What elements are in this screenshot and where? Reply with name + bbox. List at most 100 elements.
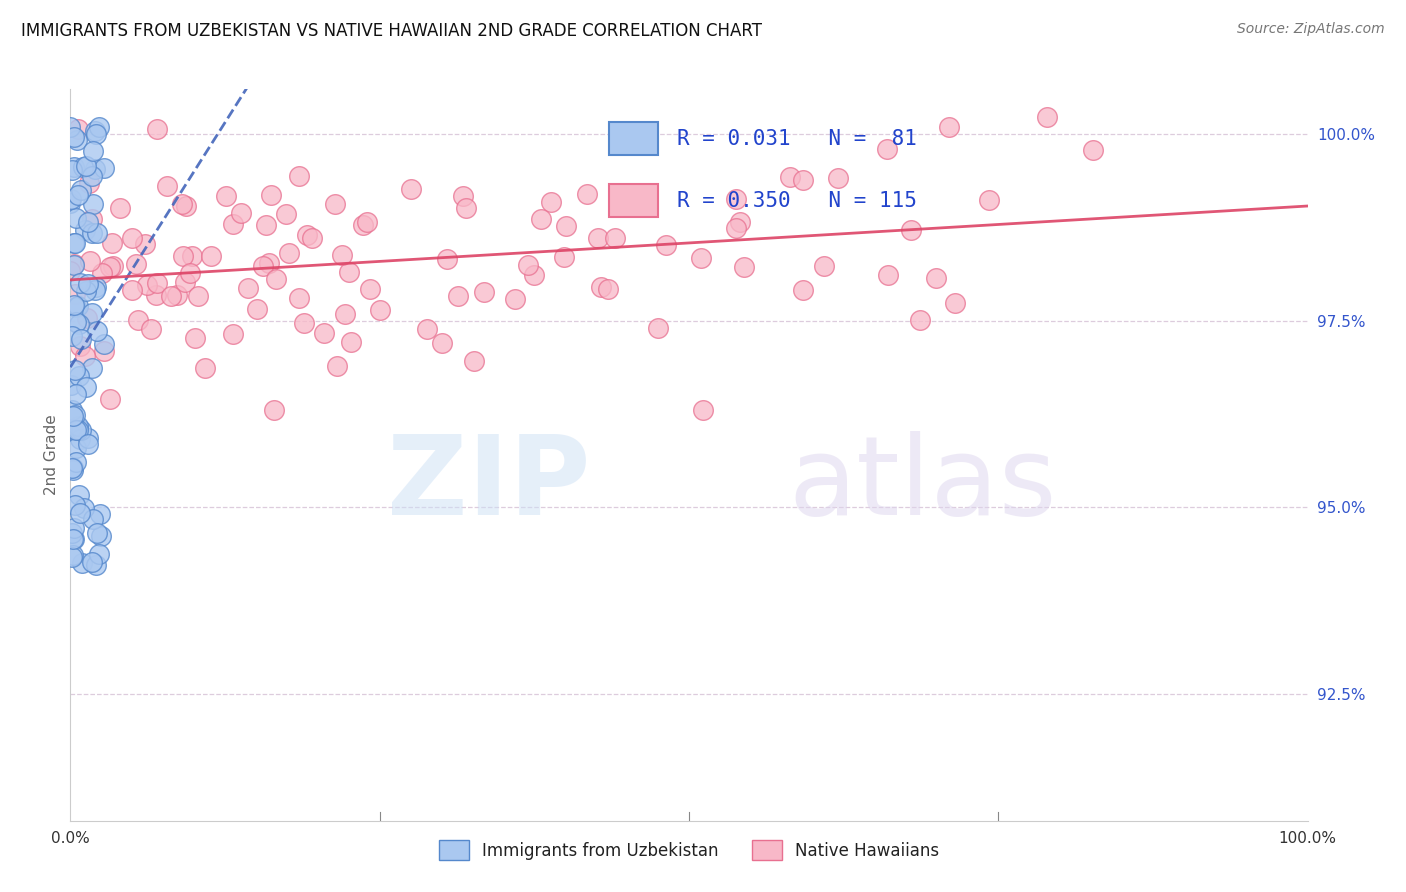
Point	[156, 178, 179, 193]
Point	[827, 171, 849, 186]
Point	[792, 283, 814, 297]
Point	[575, 186, 598, 201]
Point	[141, 322, 163, 336]
Point	[63, 258, 86, 272]
Point	[79, 254, 101, 268]
Point	[938, 120, 960, 134]
Point	[146, 121, 169, 136]
Point	[254, 219, 277, 233]
Point	[523, 268, 546, 282]
Point	[60, 403, 83, 417]
Point	[453, 188, 475, 202]
Point	[75, 349, 97, 363]
Point	[146, 276, 169, 290]
Point	[215, 189, 238, 203]
Point	[62, 532, 84, 546]
Point	[368, 303, 391, 318]
Point	[83, 161, 105, 176]
Point	[724, 221, 747, 235]
Point	[596, 282, 619, 296]
Point	[236, 280, 259, 294]
Point	[259, 256, 281, 270]
Point	[925, 270, 948, 285]
Point	[181, 249, 204, 263]
Point	[63, 298, 86, 312]
Point	[87, 120, 110, 134]
Point	[463, 354, 485, 368]
Point	[62, 409, 84, 423]
Point	[87, 547, 110, 561]
Point	[90, 529, 112, 543]
Point	[200, 249, 222, 263]
Point	[540, 194, 562, 209]
Point	[1036, 110, 1059, 124]
Point	[69, 276, 91, 290]
Point	[80, 555, 103, 569]
Point	[65, 287, 87, 301]
Point	[276, 207, 298, 221]
Point	[75, 222, 97, 236]
Point	[65, 455, 87, 469]
Point	[979, 193, 1001, 207]
Point	[62, 460, 84, 475]
Text: R = 0.350   N = 115: R = 0.350 N = 115	[676, 191, 917, 211]
Point	[63, 235, 86, 250]
Point	[876, 268, 898, 282]
Point	[430, 336, 453, 351]
Point	[266, 272, 288, 286]
Point	[337, 265, 360, 279]
Point	[125, 257, 148, 271]
Point	[66, 122, 89, 136]
Point	[93, 344, 115, 359]
Point	[83, 284, 105, 298]
Point	[314, 326, 336, 340]
Point	[326, 359, 349, 373]
Point	[63, 521, 86, 535]
Point	[63, 533, 86, 547]
Point	[553, 250, 575, 264]
Point	[692, 403, 714, 417]
Point	[603, 231, 626, 245]
Point	[67, 368, 90, 383]
Point	[59, 196, 82, 211]
Point	[127, 313, 149, 327]
Point	[63, 161, 86, 175]
Point	[69, 433, 91, 447]
Point	[65, 236, 87, 251]
Point	[260, 188, 283, 202]
Point	[77, 437, 100, 451]
Point	[447, 289, 470, 303]
Point	[90, 266, 112, 280]
Point	[86, 280, 108, 294]
Point	[60, 163, 83, 178]
Point	[82, 144, 104, 158]
Point	[60, 329, 83, 343]
Text: R = 0.031   N =  81: R = 0.031 N = 81	[676, 128, 917, 149]
Point	[59, 192, 82, 206]
FancyBboxPatch shape	[609, 185, 658, 218]
Point	[63, 257, 86, 271]
Point	[65, 441, 87, 455]
Point	[60, 461, 83, 475]
Point	[60, 550, 83, 565]
Point	[77, 277, 100, 291]
Point	[221, 217, 243, 231]
Point	[530, 211, 553, 226]
Point	[730, 214, 752, 228]
Point	[135, 278, 157, 293]
Point	[69, 506, 91, 520]
Point	[65, 211, 87, 226]
Point	[80, 306, 103, 320]
Point	[174, 199, 197, 213]
Point	[70, 333, 93, 347]
Point	[179, 266, 201, 280]
Text: atlas: atlas	[787, 431, 1056, 538]
Point	[67, 488, 90, 502]
Point	[76, 215, 98, 229]
Point	[288, 169, 311, 183]
Point	[100, 235, 122, 250]
Point	[733, 260, 755, 274]
Point	[301, 231, 323, 245]
Point	[813, 259, 835, 273]
Point	[263, 403, 285, 417]
